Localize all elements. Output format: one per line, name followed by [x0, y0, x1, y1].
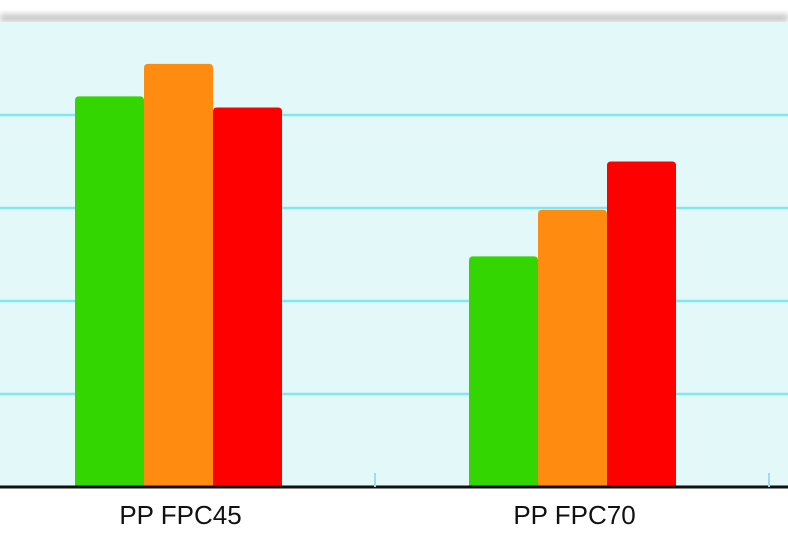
x-tick-label: PP FPC45 [119, 500, 241, 530]
bar-pp-fpc45-series-2 [144, 63, 213, 487]
bar-pp-fpc45-series-1 [75, 96, 144, 488]
bars [75, 63, 676, 488]
x-axis [0, 473, 788, 489]
x-tick-label: PP FPC70 [513, 500, 635, 530]
bar-pp-fpc70-series-2 [538, 209, 607, 488]
bar-pp-fpc70-series-1 [469, 256, 538, 487]
bar-pp-fpc45-series-3 [213, 107, 282, 487]
x-tick-labels: PP FPC45 PP FPC70 [119, 500, 635, 530]
top-shadow [0, 14, 788, 22]
bar-pp-fpc70-series-3 [607, 161, 676, 487]
